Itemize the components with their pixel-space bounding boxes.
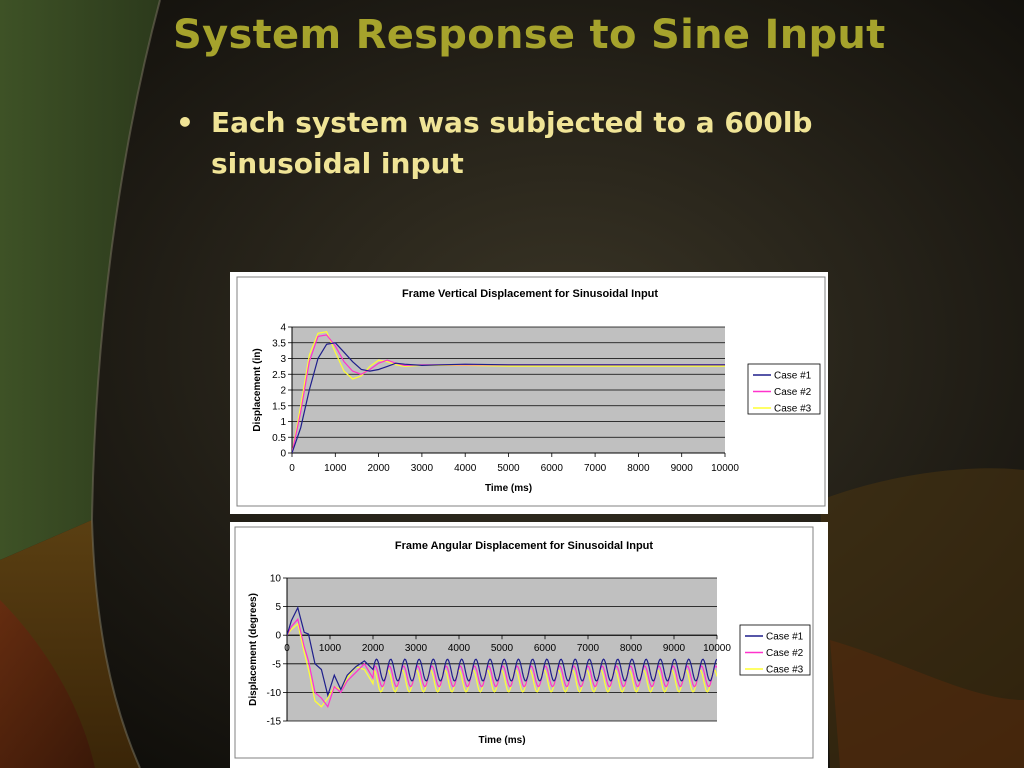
bullet-dot: • <box>176 106 194 139</box>
legend-label-case-3: Case #3 <box>766 665 804 676</box>
legend-label-case-3: Case #3 <box>774 404 812 415</box>
y-tick-label: 5 <box>275 602 281 613</box>
x-tick-label: 1000 <box>324 463 347 474</box>
x-tick-label: 3000 <box>405 643 428 654</box>
angular-displacement-svg: Frame Angular Displacement for Sinusoida… <box>234 526 814 759</box>
y-tick-label: 4 <box>280 323 286 334</box>
x-tick-label: 5000 <box>491 643 514 654</box>
x-tick-label: 1000 <box>319 643 342 654</box>
slide-title: System Response to Sine Input <box>173 12 886 58</box>
x-axis-label: Time (ms) <box>485 483 532 494</box>
angular-displacement-chart: Frame Angular Displacement for Sinusoida… <box>230 522 828 768</box>
chart-title: Frame Angular Displacement for Sinusoida… <box>395 540 653 552</box>
bullet-point: • Each system was subjected to a 600lb s… <box>176 102 836 184</box>
x-tick-label: 0 <box>284 643 290 654</box>
x-tick-label: 3000 <box>411 463 434 474</box>
y-tick-label: 3.5 <box>272 338 286 349</box>
x-tick-label: 4000 <box>448 643 471 654</box>
y-tick-label: 2.5 <box>272 370 286 381</box>
legend-box <box>747 363 821 415</box>
y-axis-label: Displacement (degrees) <box>248 593 259 706</box>
x-tick-label: 10000 <box>711 463 739 474</box>
x-tick-label: 0 <box>289 463 295 474</box>
y-tick-label: 0.5 <box>272 433 286 444</box>
y-axis-label: Displacement (in) <box>252 348 263 431</box>
x-tick-label: 2000 <box>367 463 390 474</box>
x-tick-label: 8000 <box>620 643 643 654</box>
x-axis-label: Time (ms) <box>478 735 525 746</box>
legend-label-case-1: Case #1 <box>774 371 812 382</box>
plot-area <box>287 578 717 721</box>
legend-label-case-1: Case #1 <box>766 632 804 643</box>
vertical-displacement-chart: Frame Vertical Displacement for Sinusoid… <box>230 272 828 514</box>
legend-box <box>739 624 811 676</box>
legend-label-case-2: Case #2 <box>774 387 812 398</box>
y-tick-label: 0 <box>275 631 281 642</box>
x-tick-label: 4000 <box>454 463 477 474</box>
bullet-text: Each system was subjected to a 600lb sin… <box>211 106 813 180</box>
y-tick-label: -15 <box>267 717 282 728</box>
x-tick-label: 6000 <box>541 463 564 474</box>
x-tick-label: 6000 <box>534 643 557 654</box>
y-tick-label: -10 <box>267 688 282 699</box>
vertical-displacement-svg: Frame Vertical Displacement for Sinusoid… <box>236 276 826 507</box>
y-tick-label: 3 <box>280 354 286 365</box>
y-tick-label: 1 <box>280 417 286 428</box>
x-tick-label: 10000 <box>703 643 731 654</box>
series-line-case-1 <box>292 342 725 453</box>
legend-label-case-2: Case #2 <box>766 648 804 659</box>
y-tick-label: 1.5 <box>272 401 286 412</box>
x-tick-label: 7000 <box>584 463 607 474</box>
x-tick-label: 5000 <box>497 463 520 474</box>
y-tick-label: -5 <box>272 659 281 670</box>
x-tick-label: 9000 <box>663 643 686 654</box>
chart-title: Frame Vertical Displacement for Sinusoid… <box>402 288 658 300</box>
y-tick-label: 2 <box>280 386 286 397</box>
x-tick-label: 2000 <box>362 643 385 654</box>
y-tick-label: 0 <box>280 449 286 460</box>
x-tick-label: 7000 <box>577 643 600 654</box>
series-line-case-3 <box>292 331 725 453</box>
x-tick-label: 9000 <box>671 463 694 474</box>
y-tick-label: 10 <box>270 574 282 585</box>
series-line-case-1 <box>287 605 717 698</box>
x-tick-label: 8000 <box>627 463 650 474</box>
